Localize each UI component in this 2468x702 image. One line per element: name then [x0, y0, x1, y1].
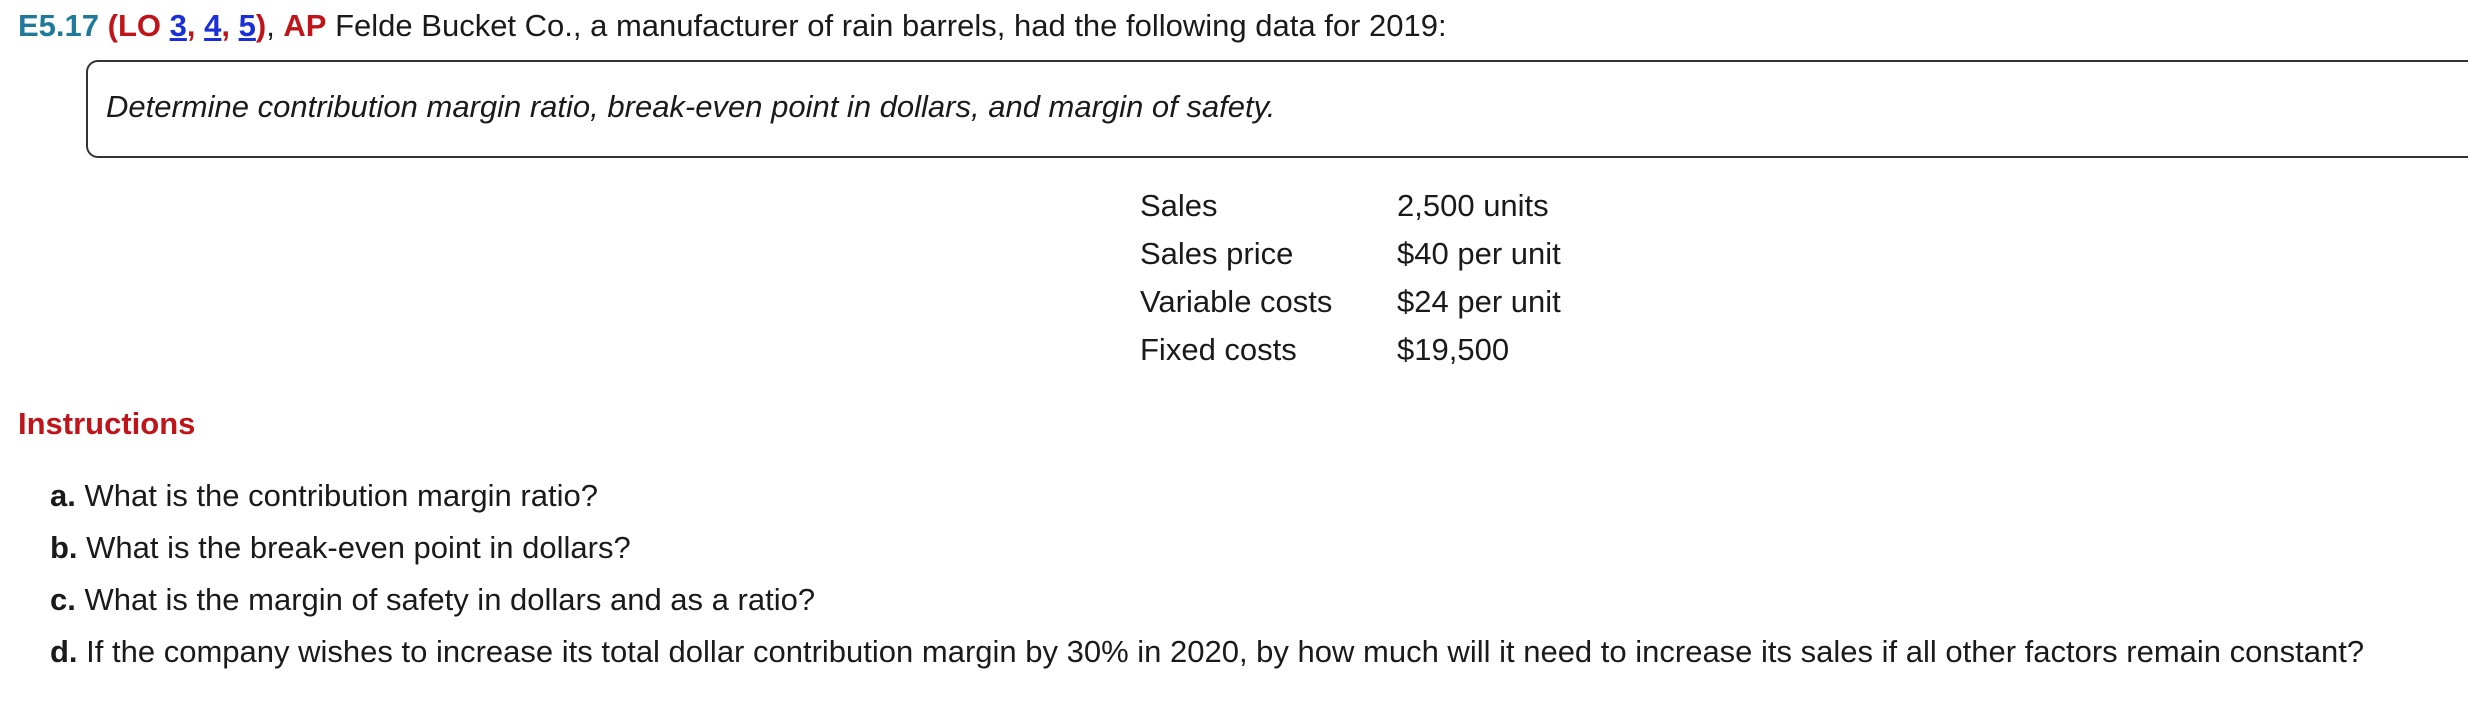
question-letter: d.	[50, 634, 78, 669]
question-list: a. What is the contribution margin ratio…	[50, 470, 2364, 678]
table-row: Fixed costs $19,500	[1140, 326, 1561, 374]
lo-link-5[interactable]: 5	[238, 8, 256, 43]
row-value: 2,500 units	[1397, 188, 1549, 223]
ap-tag: AP	[283, 8, 327, 43]
row-label: Variable costs	[1140, 284, 1333, 319]
learning-objectives: (LO 3, 4, 5)	[108, 8, 267, 43]
problem-header: E5.17 (LO 3, 4, 5), AP Felde Bucket Co.,…	[18, 6, 1447, 46]
question-text: What is the contribution margin ratio?	[75, 478, 598, 513]
table-row: Sales price $40 per unit	[1140, 230, 1561, 278]
table-row: Variable costs $24 per unit	[1140, 278, 1561, 326]
row-label: Sales price	[1140, 236, 1294, 271]
lo-link-3[interactable]: 3	[169, 8, 187, 43]
data-table: Sales 2,500 units Sales price $40 per un…	[1140, 182, 1561, 374]
problem-intro: Felde Bucket Co., a manufacturer of rain…	[326, 8, 1447, 43]
instructions-title: Instructions	[18, 406, 196, 441]
question-text: What is the margin of safety in dollars …	[75, 582, 816, 617]
list-item: d. If the company wishes to increase its…	[50, 626, 2364, 678]
list-item: b. What is the break-even point in dolla…	[50, 522, 2364, 574]
problem-code: E5.17	[18, 8, 100, 43]
row-label: Sales	[1140, 188, 1218, 223]
table-row: Sales 2,500 units	[1140, 182, 1561, 230]
row-value: $24 per unit	[1397, 284, 1561, 319]
task-text: Determine contribution margin ratio, bre…	[106, 89, 1276, 124]
list-item: c. What is the margin of safety in dolla…	[50, 574, 2364, 626]
lo-open: (LO	[107, 8, 170, 43]
lo-sep-1: ,	[186, 8, 205, 43]
list-item: a. What is the contribution margin ratio…	[50, 470, 2364, 522]
lo-sep-2: ,	[221, 8, 239, 43]
task-box: Determine contribution margin ratio, bre…	[86, 60, 2468, 158]
question-text: What is the break-even point in dollars?	[77, 530, 631, 565]
question-letter: b.	[50, 530, 78, 565]
question-text: If the company wishes to increase its to…	[77, 634, 2365, 669]
lo-link-4[interactable]: 4	[204, 8, 222, 43]
row-value: $40 per unit	[1397, 236, 1561, 271]
lo-close: )	[255, 8, 267, 43]
question-letter: a.	[50, 478, 76, 513]
question-letter: c.	[50, 582, 76, 617]
row-label: Fixed costs	[1140, 332, 1297, 367]
after-lo: ,	[266, 8, 284, 43]
row-value: $19,500	[1397, 332, 1510, 367]
